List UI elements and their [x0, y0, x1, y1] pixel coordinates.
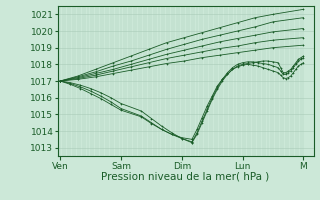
X-axis label: Pression niveau de la mer( hPa ): Pression niveau de la mer( hPa ) [101, 172, 270, 182]
